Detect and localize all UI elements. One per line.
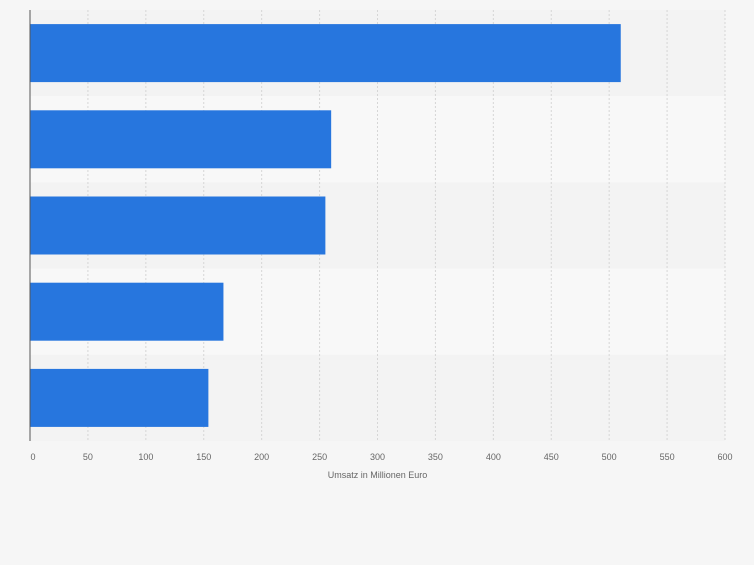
bar[interactable] <box>30 282 224 341</box>
x-tick-label: 400 <box>486 452 501 462</box>
x-tick-label: 200 <box>254 452 269 462</box>
x-tick-label: 50 <box>83 452 93 462</box>
x-tick-label: 100 <box>138 452 153 462</box>
x-tick-label: 350 <box>428 452 443 462</box>
bar[interactable] <box>30 24 621 83</box>
x-tick-label: 0 <box>30 452 35 462</box>
x-tick-label: 500 <box>602 452 617 462</box>
x-tick-label: 300 <box>370 452 385 462</box>
x-axis-label: Umsatz in Millionen Euro <box>328 470 428 480</box>
x-tick-label: 600 <box>717 452 732 462</box>
x-tick-label: 150 <box>196 452 211 462</box>
x-tick-label: 250 <box>312 452 327 462</box>
bar[interactable] <box>30 368 209 427</box>
x-tick-label: 450 <box>544 452 559 462</box>
bar[interactable] <box>30 196 326 255</box>
bar[interactable] <box>30 110 332 169</box>
x-tick-label: 550 <box>660 452 675 462</box>
bars <box>30 24 621 427</box>
x-tick-labels: 0 50 100 150 200 250 300 350 400 450 500 550 600 <box>30 452 732 462</box>
